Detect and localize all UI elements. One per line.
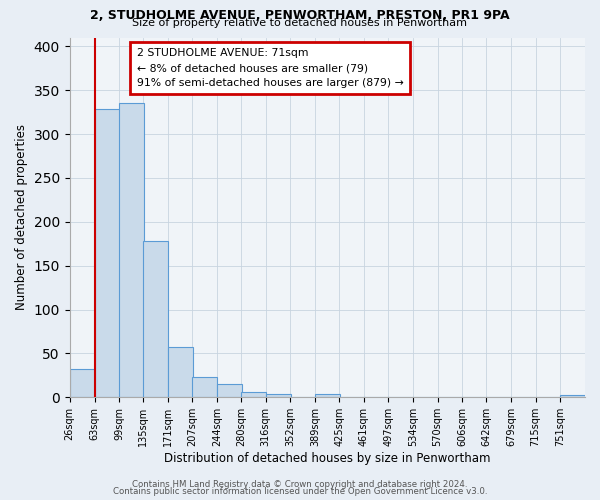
Text: Contains public sector information licensed under the Open Government Licence v3: Contains public sector information licen… [113, 488, 487, 496]
X-axis label: Distribution of detached houses by size in Penwortham: Distribution of detached houses by size … [164, 452, 491, 465]
Bar [119, 104, 144, 398]
Text: 2, STUDHOLME AVENUE, PENWORTHAM, PRESTON, PR1 9PA: 2, STUDHOLME AVENUE, PENWORTHAM, PRESTON… [90, 9, 510, 22]
Bar [315, 394, 340, 398]
Bar [241, 392, 266, 398]
Bar [192, 377, 217, 398]
Bar [95, 110, 119, 398]
Bar [217, 384, 242, 398]
Bar [266, 394, 291, 398]
Text: Size of property relative to detached houses in Penwortham: Size of property relative to detached ho… [133, 18, 467, 28]
Bar [168, 348, 193, 398]
Text: 2 STUDHOLME AVENUE: 71sqm
← 8% of detached houses are smaller (79)
91% of semi-d: 2 STUDHOLME AVENUE: 71sqm ← 8% of detach… [137, 48, 403, 88]
Bar [143, 241, 169, 398]
Text: Contains HM Land Registry data © Crown copyright and database right 2024.: Contains HM Land Registry data © Crown c… [132, 480, 468, 489]
Y-axis label: Number of detached properties: Number of detached properties [15, 124, 28, 310]
Bar [560, 394, 585, 398]
Bar [70, 370, 95, 398]
